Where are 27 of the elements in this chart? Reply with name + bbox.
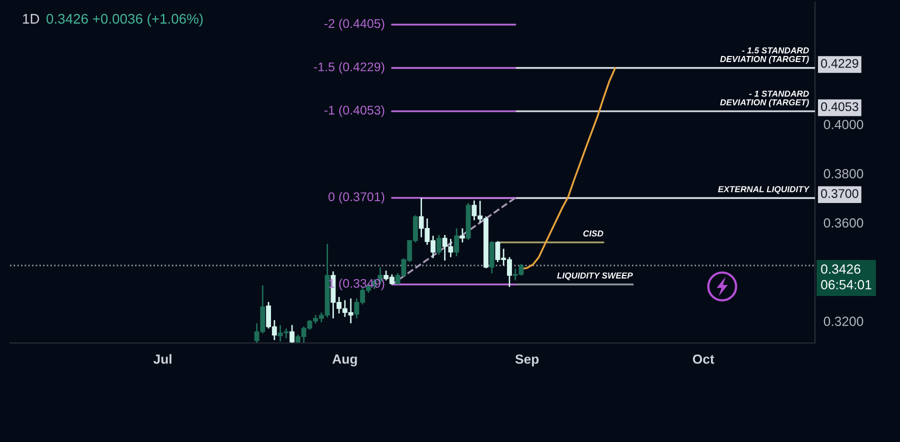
candlestick bbox=[436, 234, 442, 256]
y-tick-label: 0.3200 bbox=[824, 316, 864, 326]
series-label: -1 (0.4053) bbox=[324, 105, 384, 118]
x-tick-label: Jul bbox=[153, 354, 172, 364]
ref-line-label: 0.3426 06:54:01 bbox=[821, 264, 872, 290]
series-label: -1.5 (0.4229) bbox=[314, 62, 384, 74]
series-label: -2 (0.4405) bbox=[324, 18, 384, 30]
data-label: 0.4053 bbox=[821, 102, 858, 112]
data-label: 0.3700 bbox=[821, 189, 858, 198]
x-tick-label: Aug bbox=[332, 354, 357, 366]
y-tick-label: 0.4000 bbox=[824, 120, 864, 130]
annotation: CISD bbox=[583, 230, 604, 237]
series-label: 0 (0.3701) bbox=[328, 192, 384, 204]
annotation: - 1.5 STANDARD DEVIATION (TARGET) bbox=[720, 47, 809, 64]
annotation: EXTERNAL LIQUIDITY bbox=[718, 186, 810, 194]
annotation: - 1 STANDARD DEVIATION (TARGET) bbox=[720, 90, 809, 108]
candlestick bbox=[290, 324, 295, 343]
x-tick-label: Sep bbox=[515, 354, 539, 366]
candlestick bbox=[460, 228, 465, 244]
candlestick bbox=[454, 228, 460, 257]
text: 0.3426 +0.0036 (+1.06%) bbox=[46, 14, 203, 26]
y-tick-label: 0.3800 bbox=[824, 169, 864, 178]
annotation: LIQUIDITY SWEEP bbox=[557, 272, 633, 280]
y-tick-label: 0.3600 bbox=[824, 218, 864, 228]
text: 1D bbox=[23, 14, 40, 24]
x-tick-label: Oct bbox=[692, 354, 714, 364]
data-label: 0.4229 bbox=[821, 58, 858, 68]
